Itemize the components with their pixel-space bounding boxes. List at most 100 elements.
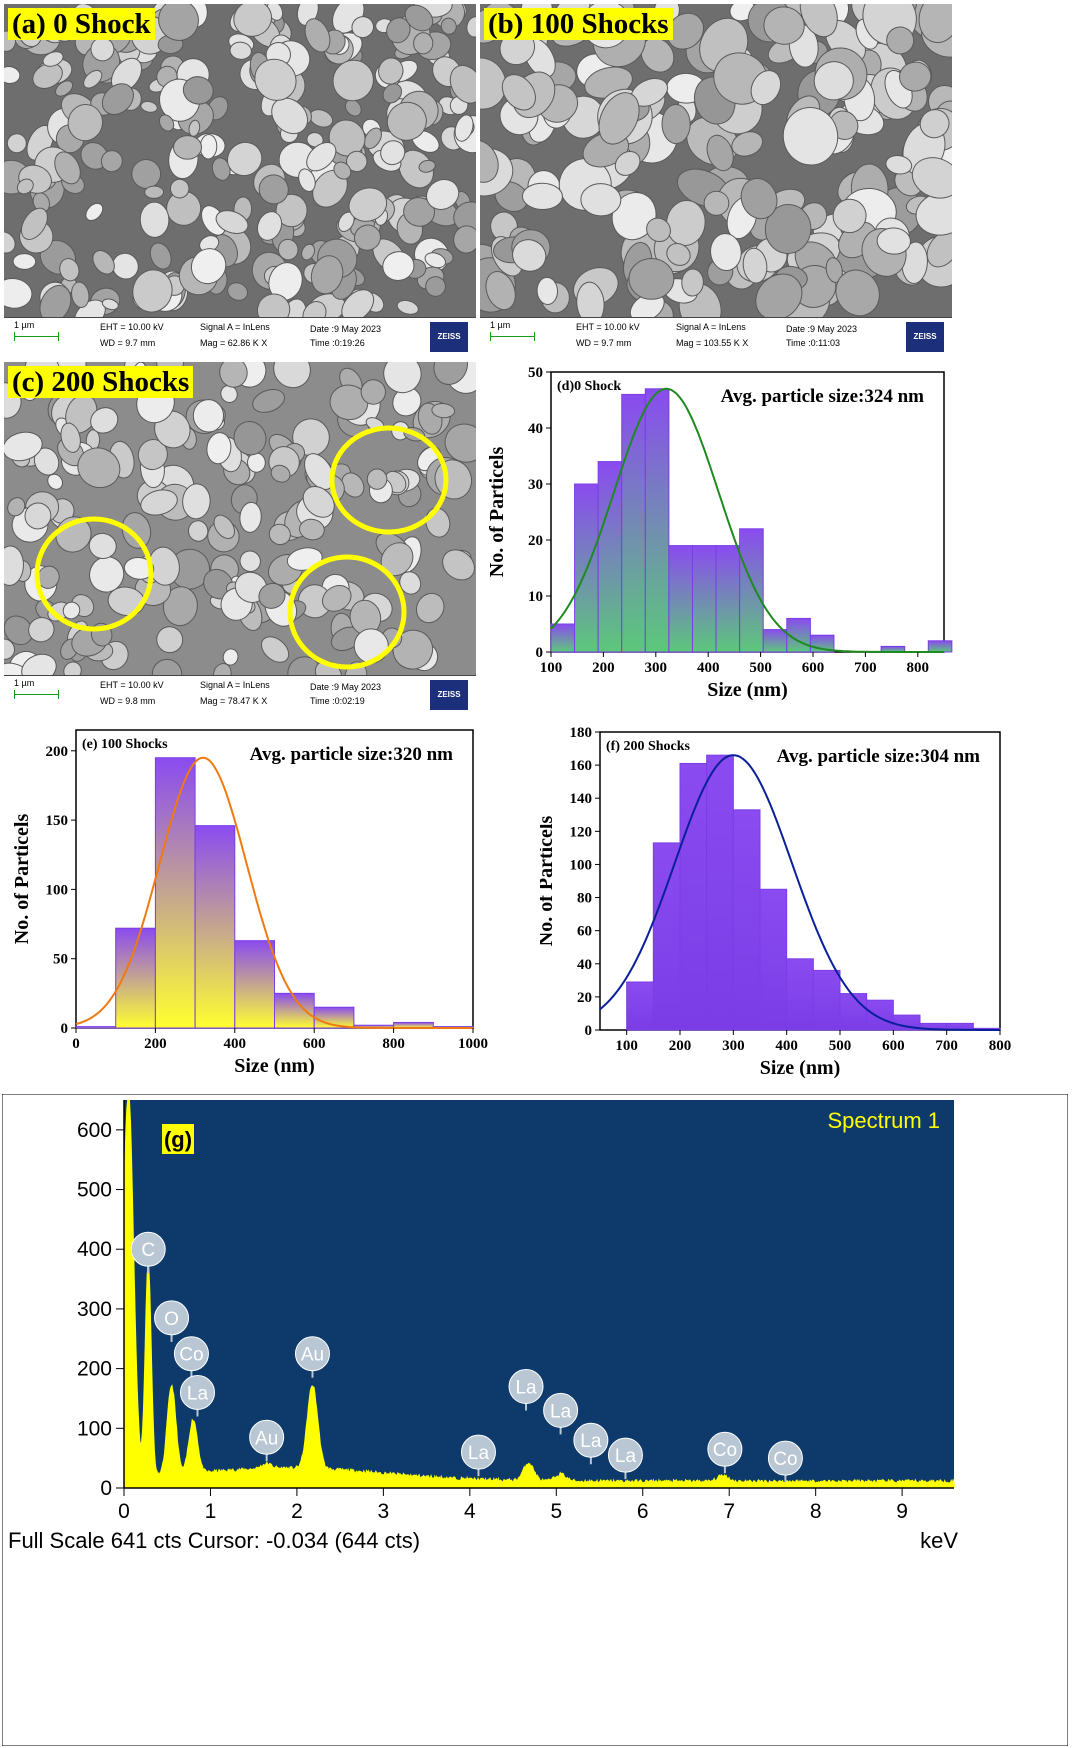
scale-bar — [14, 332, 59, 341]
histogram-bar — [866, 999, 894, 1031]
y-axis-label: No. of Particels — [540, 816, 557, 947]
x-tick-label: 400 — [775, 1038, 798, 1054]
x-axis-label: Size (nm) — [234, 1055, 315, 1077]
sem-grain — [306, 142, 337, 172]
element-marker — [173, 1336, 209, 1372]
sem-grain — [341, 289, 375, 318]
sem-grain — [20, 207, 48, 240]
histogram-bar — [668, 545, 693, 653]
sem-grain — [348, 187, 388, 222]
x-tick-label: 7 — [723, 1500, 735, 1523]
sem-grain — [876, 227, 911, 255]
sem-label-a: (a) 0 Shock — [8, 8, 155, 40]
sem-grain — [640, 37, 675, 73]
avg-size-annotation: Avg. particle size:324 nm — [721, 386, 924, 407]
sem-grain — [158, 4, 199, 41]
y-tick-label: 100 — [46, 882, 69, 898]
element-label: La — [515, 1378, 537, 1399]
histogram-bar — [715, 545, 741, 653]
gaussian-fit-line — [75, 756, 473, 1029]
histogram-bar — [759, 888, 788, 1031]
y-tick-label: 100 — [77, 1417, 112, 1440]
sem-grain — [239, 550, 261, 573]
agglomerate-highlight-circle — [287, 554, 407, 670]
panel-label: (d)0 Shock — [557, 379, 621, 394]
sem-panel-b: (b) 100 Shocks 1 µm EHT = 10.00 kV WD = … — [480, 4, 952, 356]
spectrum-trace — [123, 1099, 955, 1489]
x-tick-label: 0 — [72, 1036, 80, 1052]
sem-grain — [7, 497, 26, 517]
sem-grain — [304, 18, 331, 53]
sem-grain — [383, 362, 422, 394]
x-tick-label: 1 — [205, 1500, 217, 1523]
sem-grain — [101, 298, 119, 311]
sem-grain — [501, 74, 536, 111]
element-label: Au — [255, 1428, 278, 1449]
y-tick-label: 140 — [570, 791, 593, 807]
time-value: Time :0:19:26 — [310, 338, 365, 348]
sem-grain — [67, 104, 103, 142]
sem-grain — [4, 638, 15, 660]
sem-grain — [90, 407, 119, 434]
sem-panel-c: (c) 200 Shocks 1 µm EHT = 10.00 kV WD = … — [4, 362, 476, 714]
sem-grain — [139, 201, 170, 238]
histogram-d: 100 200 300 400 500 600 700 800 0 10 20 30 40 50 Size … — [486, 365, 953, 701]
sem-grain — [85, 202, 104, 221]
sem-grain — [6, 133, 27, 154]
sem-grain — [298, 168, 316, 193]
histogram-bar — [652, 842, 681, 1031]
date-value: Date :9 May 2023 — [310, 324, 382, 334]
x-tick-label: 500 — [829, 1038, 852, 1054]
signal-value: Signal A = InLens — [200, 322, 270, 332]
sem-grain — [576, 281, 605, 318]
sem-grain — [21, 653, 57, 676]
y-tick-label: 50 — [528, 365, 543, 381]
sem-grain — [258, 582, 286, 609]
sem-grain — [83, 69, 103, 89]
y-tick-label: 80 — [577, 891, 592, 907]
sem-grain — [16, 178, 34, 195]
y-tick-label: 160 — [570, 758, 593, 774]
sem-grain — [666, 12, 704, 50]
sem-grain — [4, 277, 33, 309]
sem-grain — [750, 70, 782, 106]
sem-panel-a: (a) 0 Shock 1 µm EHT = 10.00 kV WD = 9.7… — [4, 4, 476, 356]
x-tick-label: 9 — [896, 1500, 908, 1523]
sem-grain — [911, 157, 952, 199]
sem-grain — [222, 648, 239, 666]
histogram-bar — [739, 528, 764, 653]
spectrum-title: Spectrum 1 — [828, 1108, 941, 1133]
sem-info-bar-a: 1 µm EHT = 10.00 kV WD = 9.7 mm Signal A… — [4, 317, 476, 356]
x-tick-label: 8 — [810, 1500, 822, 1523]
scale-bar — [490, 332, 535, 341]
y-tick-label: 200 — [46, 744, 69, 760]
y-tick-label: 0 — [100, 1477, 112, 1500]
sem-grain — [764, 204, 812, 254]
wd-value: WD = 9.7 mm — [100, 338, 156, 348]
sem-grain — [521, 182, 563, 210]
y-tick-label: 200 — [77, 1358, 112, 1381]
x-tick-label: 400 — [697, 660, 720, 676]
sem-grain — [512, 239, 547, 272]
sem-grain — [220, 385, 238, 403]
y-tick-label: 40 — [528, 421, 543, 437]
sem-grain — [813, 61, 854, 101]
sem-grain — [132, 269, 173, 313]
x-tick-label: 100 — [615, 1038, 638, 1054]
histogram-bar — [154, 757, 196, 1029]
sem-grain — [273, 362, 311, 389]
agglomerate-highlight-circle — [34, 516, 154, 632]
sem-grain — [140, 489, 178, 516]
element-marker — [573, 1422, 609, 1458]
sem-grain — [28, 617, 55, 643]
date-value: Date :9 May 2023 — [786, 324, 858, 334]
footer-text: Full Scale 641 cts Cursor: -0.034 (644 c… — [8, 1528, 420, 1553]
sem-grain — [392, 629, 434, 670]
histogram-bar — [234, 940, 276, 1029]
element-label: Au — [301, 1345, 324, 1366]
sem-grain — [233, 421, 267, 456]
element-marker — [249, 1419, 285, 1455]
histogram-bar — [691, 545, 717, 653]
scale-label: 1 µm — [490, 320, 511, 330]
y-tick-label: 20 — [577, 990, 592, 1006]
